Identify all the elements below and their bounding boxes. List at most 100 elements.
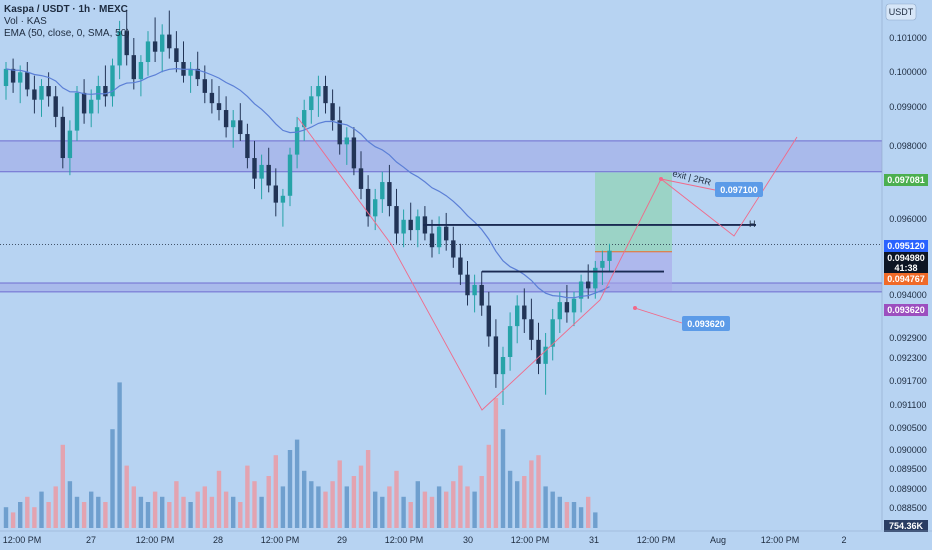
volume-bar: [287, 450, 293, 528]
currency-button[interactable]: [885, 3, 917, 21]
volume-bar: [344, 486, 349, 528]
candle-body: [60, 116, 65, 159]
time-tick-label: Aug: [710, 535, 726, 545]
volume-bar: [81, 502, 87, 528]
volume-bar: [522, 476, 527, 528]
candle-body: [493, 336, 499, 375]
volume-bar: [515, 481, 520, 528]
candle-body: [507, 326, 513, 357]
price-tag-label: 0.095120: [887, 241, 925, 251]
price-tag-label: 41:38: [894, 263, 917, 273]
candle-body: [344, 137, 349, 145]
volume-bar: [174, 481, 179, 528]
candle-body: [238, 120, 243, 135]
candle-body: [330, 103, 335, 121]
candle-body: [18, 72, 23, 83]
candle-body: [380, 182, 385, 200]
volume-bar: [181, 496, 186, 528]
volume-bar: [493, 398, 499, 528]
time-tick-label: 12:00 PM: [511, 535, 550, 545]
volume-bar: [309, 481, 314, 528]
price-tick-label: 0.096000: [889, 214, 927, 224]
volume-bar: [131, 486, 136, 528]
candle-body: [25, 72, 30, 90]
time-tick-label: 29: [337, 535, 347, 545]
candle-body: [323, 86, 328, 104]
volume-bar: [39, 491, 44, 528]
volume-bar: [415, 481, 420, 528]
candle-body: [351, 137, 357, 169]
candle-body: [486, 305, 491, 337]
volume-bar: [202, 486, 207, 528]
price-tag-purple: [884, 304, 928, 316]
projection-path: [297, 117, 798, 411]
candle-body: [515, 305, 520, 327]
volume-bar: [160, 496, 165, 528]
chart-legend: Kaspa / USDT · 1h · MEXC Vol · KAS EMA (…: [4, 4, 130, 40]
volume-bar: [294, 439, 300, 528]
time-tick-label: 12:00 PM: [637, 535, 676, 545]
candle-body: [586, 281, 591, 289]
volume-bar: [465, 486, 470, 528]
volume-bar: [351, 476, 357, 528]
candle-body: [607, 250, 612, 261]
volume-bar: [302, 470, 307, 528]
candle-body: [294, 127, 300, 155]
volume-legend: Vol · KAS: [4, 16, 47, 27]
stop-callout-label: 0.093620: [687, 319, 725, 329]
candle-body: [316, 86, 321, 97]
candle-body: [216, 103, 222, 111]
price-tick-label: 0.090000: [889, 445, 927, 455]
candle-body: [10, 68, 16, 83]
candle-body: [53, 96, 58, 117]
candle-body: [600, 260, 605, 268]
candle-body: [74, 92, 80, 131]
candle-body: [245, 134, 250, 159]
candle-body: [429, 233, 435, 248]
price-tag-blue: [884, 240, 928, 252]
time-tick-label: 12:00 PM: [136, 535, 175, 545]
price-tick-label: 0.091100: [890, 400, 927, 410]
candle-body: [252, 158, 257, 179]
volume-readout-tag: [884, 520, 928, 532]
price-tick-label: 0.089000: [889, 484, 927, 494]
candle-body: [302, 110, 307, 128]
stop-callout[interactable]: [682, 316, 730, 331]
time-tick-label: 12:00 PM: [261, 535, 300, 545]
volume-bar: [458, 465, 463, 528]
volume-bar: [110, 429, 115, 528]
time-tick-label: 27: [86, 535, 96, 545]
volume-bar: [479, 476, 484, 528]
candle-body: [124, 31, 129, 56]
volume-bar: [422, 491, 428, 528]
ema-line: [5, 67, 610, 299]
candle-body: [67, 130, 73, 159]
target-callout[interactable]: [715, 182, 763, 197]
volume-bar: [266, 476, 271, 528]
volume-bar: [571, 502, 577, 528]
candle-body: [415, 216, 420, 231]
volume-bar: [124, 465, 129, 528]
volume-bar: [188, 502, 193, 528]
candle-body: [188, 68, 193, 76]
candle-body: [167, 34, 172, 49]
candle-body: [110, 65, 115, 97]
stop-callout-leader: [634, 307, 683, 324]
time-tick-label: 28: [213, 535, 223, 545]
volume-bar: [444, 491, 449, 528]
volume-bar: [323, 491, 328, 528]
candle-body: [458, 257, 463, 275]
volume-bar: [117, 382, 122, 528]
time-tick-label: 12:00 PM: [385, 535, 424, 545]
volume-bar: [401, 496, 406, 528]
volume-bar: [593, 512, 598, 528]
candle-body: [3, 68, 9, 87]
candle-body: [593, 267, 598, 289]
candle-body: [408, 219, 413, 231]
volume-bar: [245, 465, 250, 528]
volume-bar: [529, 460, 534, 528]
price-tick-label: 0.090500: [889, 423, 927, 433]
volume-bar: [74, 496, 80, 528]
